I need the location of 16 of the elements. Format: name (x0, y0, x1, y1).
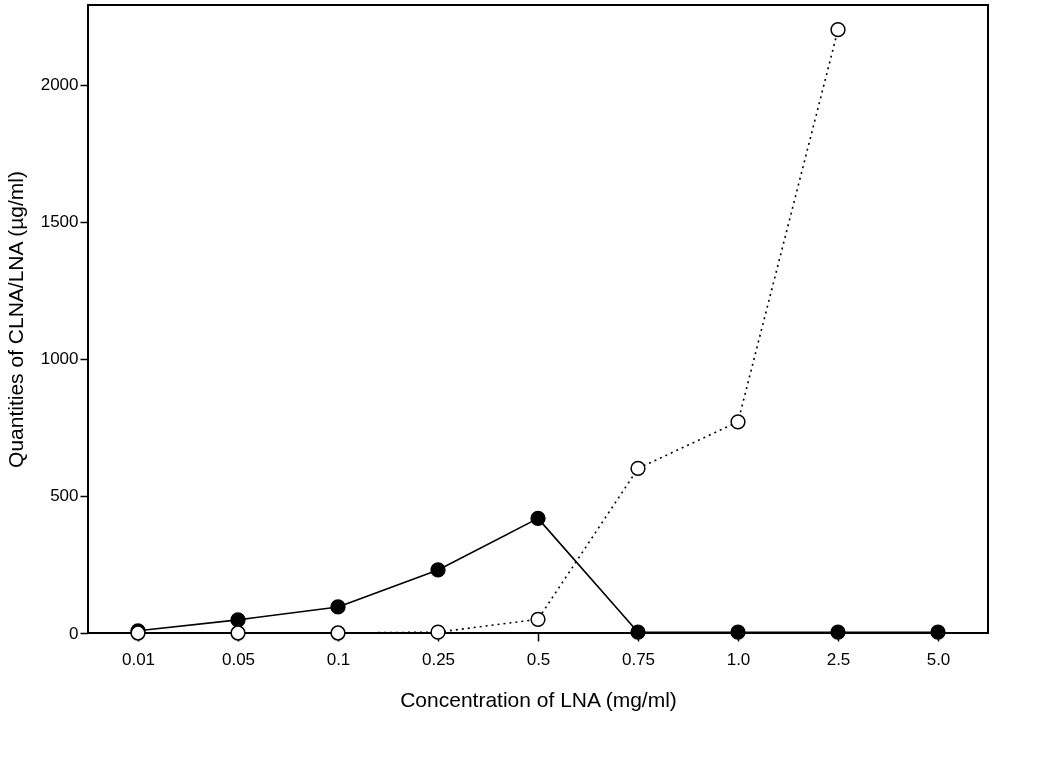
x-tick-label: 0.01 (121, 649, 156, 669)
x-tick-label: 0.5 (526, 649, 551, 669)
x-tick-label: 5.0 (926, 649, 951, 669)
y-tick-label: 500 (50, 486, 79, 506)
x-axis-title: Concentration of LNA (mg/ml) (400, 687, 677, 711)
x-tick-label: 0.25 (421, 649, 456, 669)
y-tick-label: 2000 (40, 75, 79, 95)
y-tick-label: 1000 (40, 349, 79, 369)
x-tick-label: 0.75 (621, 649, 656, 669)
x-tick-label: 1.0 (726, 649, 751, 669)
y-tick-label: 1500 (40, 212, 79, 232)
x-tick-label: 2.5 (826, 649, 851, 669)
y-axis-title: Quantities of CLNA/LNA (µg/ml) (3, 171, 27, 468)
x-tick-label: 0.05 (221, 649, 256, 669)
x-tick-label: 0.1 (326, 649, 351, 669)
y-tick-label: 0 (69, 623, 79, 643)
